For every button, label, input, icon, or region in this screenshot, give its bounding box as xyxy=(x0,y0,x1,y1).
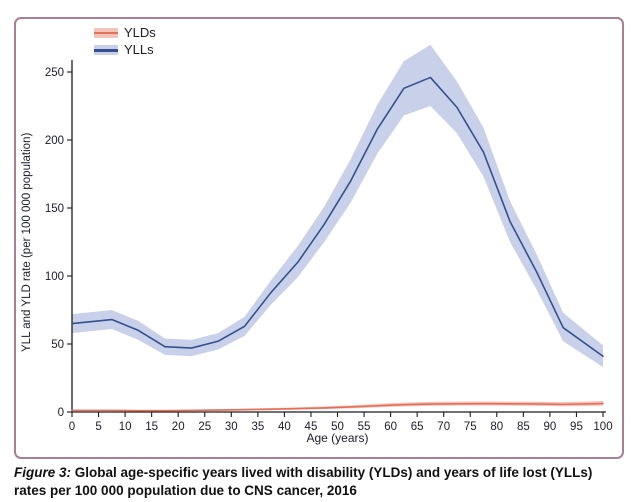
x-tick-label: 95 xyxy=(570,421,583,433)
y-axis-label: YLL and YLD rate (per 100 000 population… xyxy=(21,132,33,352)
x-tick-label: 40 xyxy=(278,421,291,433)
x-tick-label: 15 xyxy=(145,421,158,433)
y-tick-label: 150 xyxy=(45,203,64,215)
ylds-line-swatch xyxy=(94,31,118,35)
x-tick-label: 0 xyxy=(69,421,75,433)
x-tick-label: 30 xyxy=(225,421,238,433)
x-tick-label: 20 xyxy=(172,421,185,433)
x-tick-label: 85 xyxy=(517,421,530,433)
x-tick-label: 50 xyxy=(331,421,344,433)
legend: YLDs YLLs xyxy=(94,25,156,58)
band-ylds xyxy=(72,400,603,412)
x-tick-label: 10 xyxy=(119,421,132,433)
x-tick-label: 60 xyxy=(384,421,397,433)
x-tick-label: 25 xyxy=(198,421,211,433)
x-tick-label: 45 xyxy=(305,421,318,433)
x-tick-label: 70 xyxy=(437,421,450,433)
ylds-key-icon xyxy=(94,28,118,39)
figure-caption-text: Global age-specific years lived with dis… xyxy=(14,465,593,498)
chart-canvas: 0 5 10 15 20 25 30 35 40 45 50 55 60 65 70 75 80 85 90 95 10… xyxy=(45,44,613,433)
x-tick-label: 100 xyxy=(593,421,612,433)
ylls-key-icon xyxy=(94,45,118,56)
figure-panel: 0 5 10 15 20 25 30 35 40 45 50 55 60 65 70 75 80 85 90 95 10… xyxy=(14,17,624,459)
legend-label-ylls: YLLs xyxy=(124,42,154,58)
x-axis-label: Age (years) xyxy=(306,431,369,445)
line-ylds xyxy=(71,402,604,412)
legend-label-ylds: YLDs xyxy=(124,25,156,40)
x-tick-label: 35 xyxy=(251,421,264,433)
y-tick-label: 100 xyxy=(45,271,64,283)
figure-caption: Figure 3: Global age-specific years live… xyxy=(14,464,622,500)
x-tick-label: 80 xyxy=(490,421,503,433)
x-tick-label: 90 xyxy=(544,421,557,433)
x-tick-label: 55 xyxy=(358,421,371,433)
y-tick-label: 200 xyxy=(45,135,64,147)
legend-item-ylls: YLLs xyxy=(94,42,156,58)
y-tick-label: 250 xyxy=(45,67,64,79)
y-tick-label: 0 xyxy=(58,407,64,419)
band-ylls xyxy=(72,44,603,368)
y-tick-label: 50 xyxy=(51,339,64,351)
ylls-line-swatch xyxy=(94,48,118,52)
figure-caption-label: Figure 3: xyxy=(14,465,72,480)
line-ylls xyxy=(71,76,604,358)
x-tick-label: 75 xyxy=(464,421,477,433)
x-tick-label: 65 xyxy=(411,421,424,433)
x-tick-label: 5 xyxy=(95,421,101,433)
legend-item-ylds: YLDs xyxy=(94,25,156,40)
